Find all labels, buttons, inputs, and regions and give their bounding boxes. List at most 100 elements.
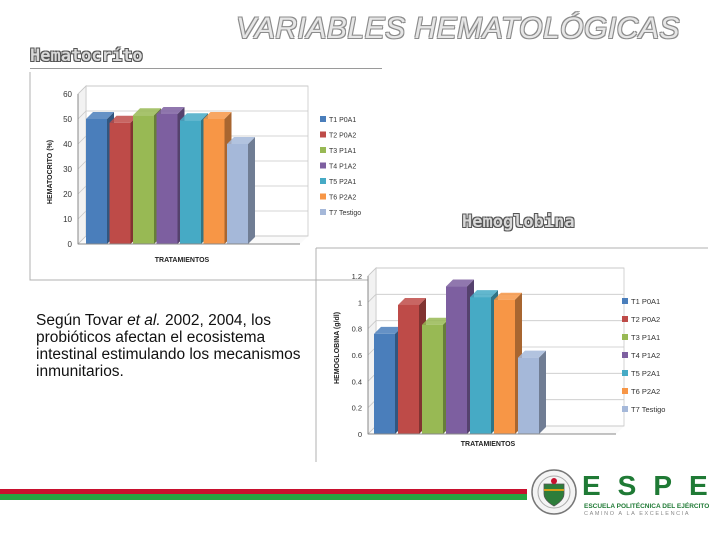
bar <box>470 297 491 434</box>
legend-swatch <box>320 193 326 200</box>
legend-swatch <box>622 352 628 358</box>
bar-top <box>133 108 161 116</box>
legend-label: T1 P0A1 <box>631 297 660 306</box>
espe-wordmark: ESPE <box>582 470 720 501</box>
hematocrito-chart: 0 10 20 30 40 50 60 TRATAMIENTOS HEMATOCRITO (%)… <box>29 72 382 281</box>
y-tick-label: 0.2 <box>352 404 362 413</box>
hematocrito-label: Hematocríto <box>30 46 143 66</box>
x-axis-label: TRATAMIENTOS <box>461 441 516 448</box>
bar <box>86 119 107 244</box>
bar <box>422 324 443 434</box>
bar-top <box>156 107 185 114</box>
footer-red-stripe <box>0 489 527 494</box>
legend-label: T4 P1A2 <box>631 351 660 360</box>
hemoglobina-label: Hemoglobina <box>462 212 575 232</box>
bar-side <box>539 350 546 434</box>
bar-top <box>86 112 114 119</box>
legend-label: T6 P2A2 <box>329 195 356 202</box>
bar-top <box>494 292 522 300</box>
body-paragraph: Según Tovar et al. 2002, 2004, los probi… <box>36 312 326 380</box>
y-axis-label: HEMOGLOBINA (g/dl) <box>334 312 341 384</box>
bar-side <box>248 137 255 244</box>
y-tick-label: 10 <box>63 215 72 224</box>
y-tick-label: 0.4 <box>352 377 362 386</box>
hemoglobina-chart: 0 0.2 0.4 0.6 0.8 1 1.2 TRATAMIENTOS HEMOGLOBINA… <box>315 247 708 462</box>
chart-frame <box>315 247 708 462</box>
slide-title: VARIABLES HEMATOLÓGICAS <box>236 12 680 45</box>
bar-top <box>470 290 498 298</box>
y-tick-label: 1.2 <box>352 272 362 281</box>
bar-top <box>203 112 232 119</box>
bar <box>180 120 201 244</box>
legend-swatch <box>622 388 628 394</box>
bar-top <box>422 317 450 325</box>
y-tick-label: 30 <box>63 165 72 174</box>
gridline <box>77 85 308 95</box>
legend-label: T5 P2A1 <box>631 369 660 378</box>
bar <box>109 122 131 244</box>
bar <box>374 333 395 434</box>
bar <box>494 299 515 434</box>
body-text-italic: et al. <box>127 312 161 329</box>
bar <box>518 357 539 434</box>
bar-top <box>109 115 138 123</box>
gridline <box>77 110 308 120</box>
y-tick-label: 20 <box>63 190 72 199</box>
footer-green-stripe <box>0 494 527 500</box>
bar-top <box>398 297 426 305</box>
legend-label: T7 Testigo <box>329 210 361 217</box>
y-tick-label: 0 <box>68 240 73 249</box>
espe-tagline: CAMINO A LA EXCELENCIA <box>584 511 691 517</box>
bar-top <box>518 350 546 358</box>
y-axis-label: HEMATOCRITO (%) <box>47 140 54 204</box>
espe-logo: ESPE ESCUELA POLITÉCNICA DEL EJÉRCITO CA… <box>530 468 710 518</box>
legend-swatch <box>622 316 628 322</box>
gridline <box>367 293 624 303</box>
espe-subtitle: ESCUELA POLITÉCNICA DEL EJÉRCITO <box>584 503 710 510</box>
legend-label: T3 P1A1 <box>329 148 356 155</box>
x-axis-label: TRATAMIENTOS <box>155 257 210 264</box>
legend-label: T4 P1A2 <box>329 164 356 171</box>
legend-swatch <box>320 162 326 169</box>
legend-label: T3 P1A1 <box>631 333 660 342</box>
bar <box>156 114 178 244</box>
y-tick-label: 0.6 <box>352 351 362 360</box>
legend-swatch <box>320 147 326 153</box>
espe-seal-icon <box>531 469 577 515</box>
title-underline <box>30 68 382 69</box>
y-tick-label: 50 <box>63 115 72 124</box>
legend-swatch <box>622 370 628 376</box>
bar-top <box>374 326 402 334</box>
gridline <box>367 320 624 329</box>
chart-frame <box>29 72 382 281</box>
y-tick-label: 60 <box>63 90 72 99</box>
legend-swatch <box>320 116 326 122</box>
body-text-lead: Según Tovar <box>36 312 128 329</box>
y-tick-label: 0 <box>358 430 362 439</box>
legend-label: T2 P0A2 <box>329 133 356 140</box>
bar <box>203 119 225 244</box>
bar <box>446 286 467 434</box>
y-tick-label: 1 <box>358 298 362 307</box>
bar <box>398 304 419 434</box>
bar-top <box>227 137 255 144</box>
y-tick-label: 0.8 <box>352 325 362 334</box>
legend-swatch <box>320 178 326 184</box>
bar <box>133 115 154 244</box>
bar-top <box>180 113 208 121</box>
legend-swatch <box>622 334 628 340</box>
body-text-rest: 2002, 2004, los probióticos afectan el e… <box>36 312 301 380</box>
legend-label: T5 P2A1 <box>329 179 356 186</box>
bar-top <box>446 279 474 287</box>
legend-swatch <box>622 406 628 412</box>
legend-swatch <box>320 209 326 215</box>
legend-swatch <box>320 131 326 138</box>
legend-label: T6 P2A2 <box>631 387 660 396</box>
legend-label: T7 Testigo <box>631 405 665 414</box>
legend-label: T2 P0A2 <box>631 315 660 324</box>
bar <box>227 144 248 244</box>
legend-label: T1 P0A1 <box>329 117 356 124</box>
y-tick-label: 40 <box>63 140 72 149</box>
legend-swatch <box>622 298 628 304</box>
gridline <box>367 267 624 277</box>
